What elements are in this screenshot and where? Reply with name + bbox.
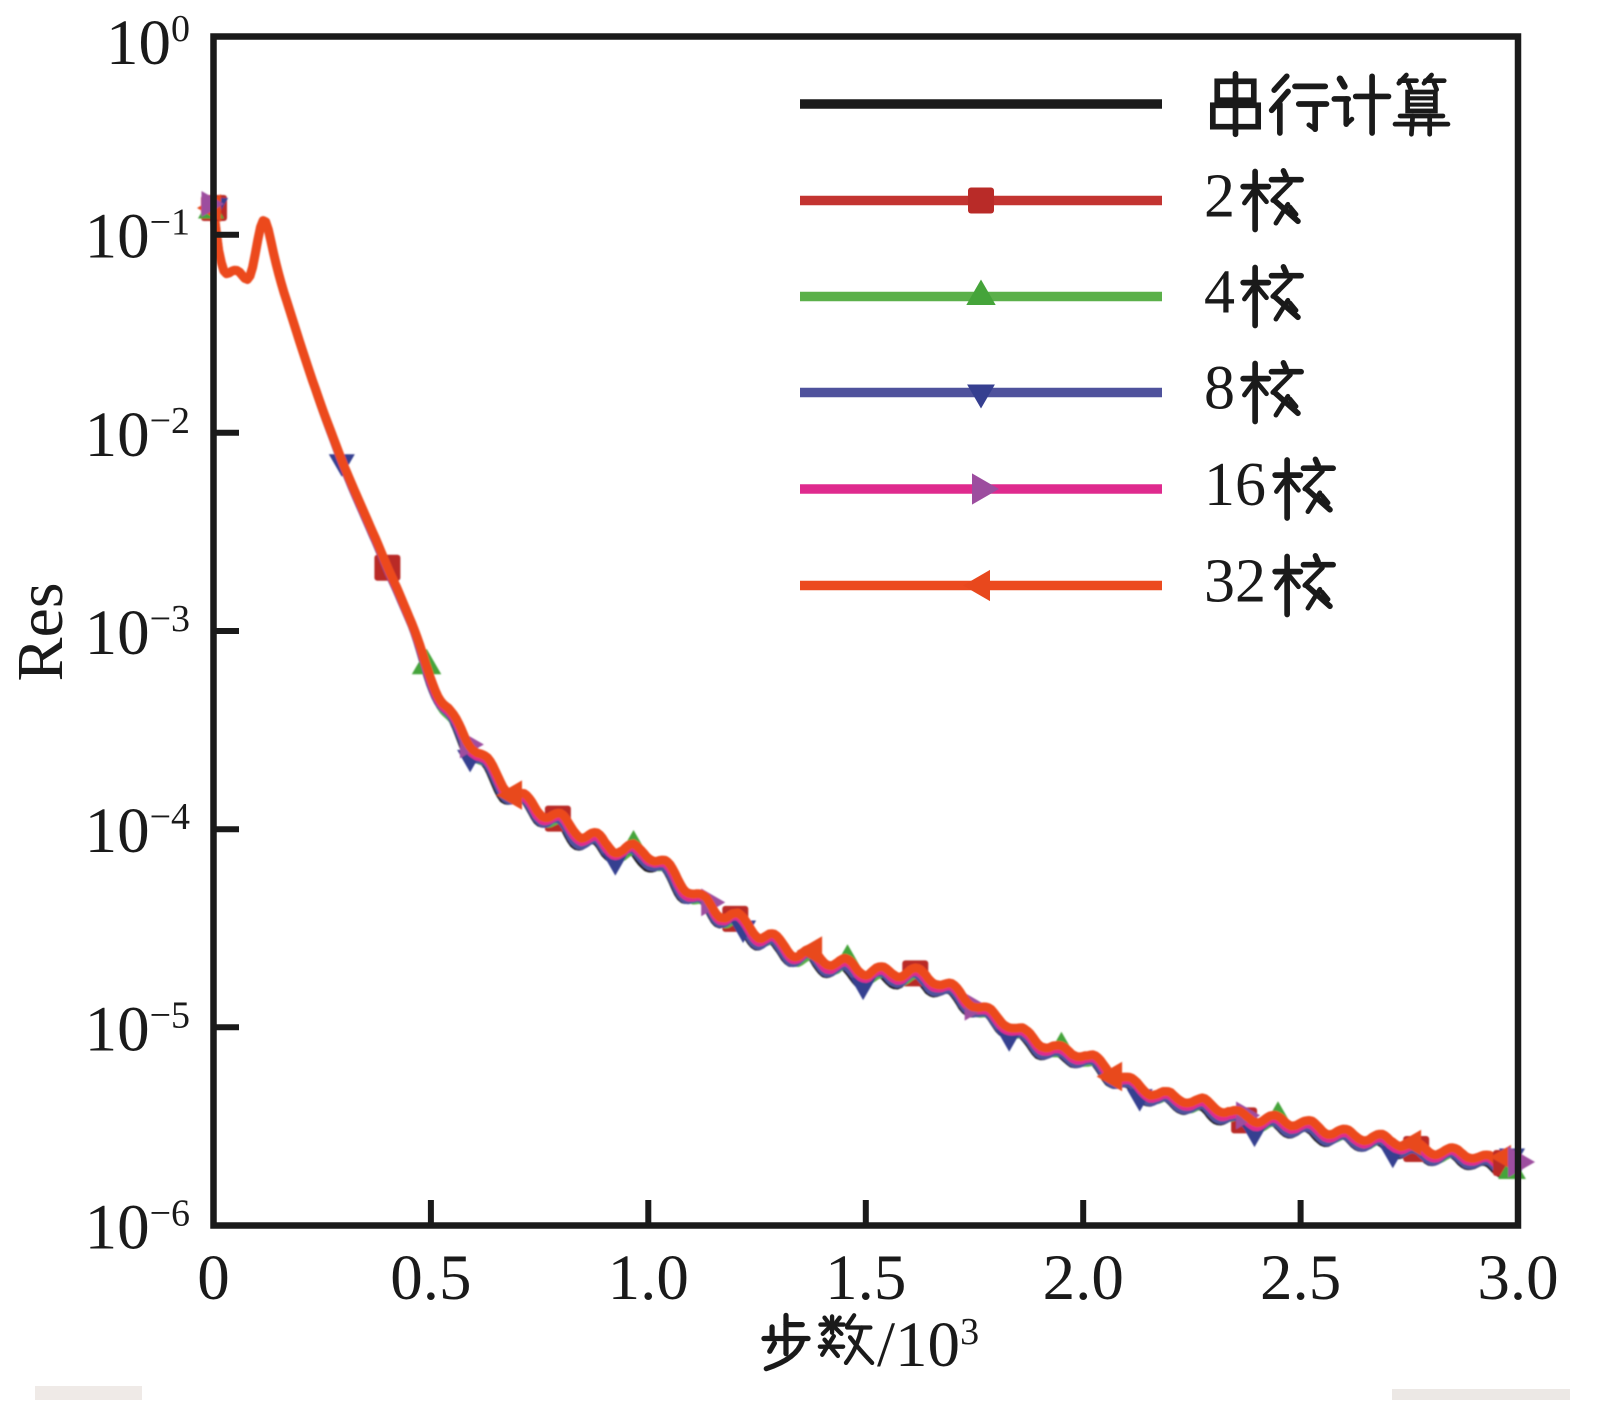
svg-text:2.5: 2.5 (1260, 1242, 1341, 1314)
svg-text:3.0: 3.0 (1477, 1242, 1558, 1314)
svg-text:1.0: 1.0 (608, 1242, 689, 1314)
svg-text:0: 0 (197, 1242, 230, 1314)
svg-text:0.5: 0.5 (390, 1242, 471, 1314)
svg-text:32: 32 (1204, 548, 1266, 616)
svg-text:100: 100 (106, 7, 190, 79)
svg-text:16: 16 (1204, 451, 1266, 519)
svg-text:1.5: 1.5 (825, 1242, 906, 1314)
svg-text:4: 4 (1204, 259, 1235, 327)
svg-text:2: 2 (1204, 163, 1235, 231)
svg-text:2.0: 2.0 (1043, 1242, 1124, 1314)
svg-text:8: 8 (1204, 355, 1235, 423)
svg-text:Res: Res (4, 583, 77, 682)
